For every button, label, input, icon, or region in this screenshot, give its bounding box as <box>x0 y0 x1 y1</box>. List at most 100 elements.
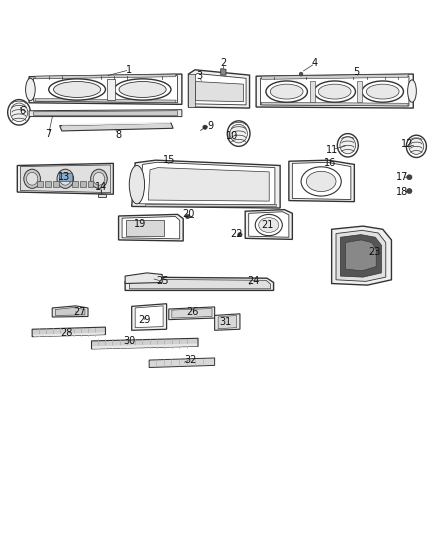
Polygon shape <box>92 338 198 349</box>
Polygon shape <box>261 74 409 79</box>
Text: 18: 18 <box>396 187 409 197</box>
Ellipse shape <box>185 214 190 219</box>
Polygon shape <box>35 74 176 79</box>
Ellipse shape <box>340 137 356 154</box>
Text: 21: 21 <box>261 220 273 230</box>
Bar <box>72 181 78 187</box>
Text: 3: 3 <box>196 71 202 81</box>
Polygon shape <box>261 102 409 106</box>
Ellipse shape <box>238 232 242 237</box>
Polygon shape <box>188 70 250 108</box>
Bar <box>53 181 59 187</box>
Polygon shape <box>346 240 376 271</box>
Polygon shape <box>215 314 240 330</box>
Ellipse shape <box>255 214 283 236</box>
Ellipse shape <box>57 169 74 188</box>
Text: 22: 22 <box>230 229 243 239</box>
Polygon shape <box>192 74 246 105</box>
Text: 32: 32 <box>184 354 197 365</box>
Text: 23: 23 <box>368 247 380 256</box>
Text: 8: 8 <box>116 130 122 140</box>
Ellipse shape <box>301 167 341 196</box>
Text: 24: 24 <box>248 277 260 286</box>
Polygon shape <box>132 304 166 330</box>
Polygon shape <box>33 333 105 337</box>
Text: 26: 26 <box>187 306 199 317</box>
Polygon shape <box>169 307 215 320</box>
Polygon shape <box>52 306 88 317</box>
Polygon shape <box>245 209 292 239</box>
Text: 29: 29 <box>138 314 151 325</box>
Text: 13: 13 <box>58 172 70 182</box>
Text: 7: 7 <box>46 128 52 139</box>
Text: 10: 10 <box>226 131 238 141</box>
Text: 2: 2 <box>220 59 226 68</box>
Text: 25: 25 <box>156 277 169 286</box>
Bar <box>310 82 315 102</box>
Polygon shape <box>35 99 176 103</box>
Text: 14: 14 <box>95 182 107 192</box>
Text: 30: 30 <box>124 336 136 346</box>
Polygon shape <box>340 235 381 277</box>
Bar <box>80 181 85 187</box>
Polygon shape <box>125 277 274 290</box>
Polygon shape <box>60 123 173 131</box>
Polygon shape <box>125 273 162 284</box>
Text: 11: 11 <box>326 144 339 155</box>
Text: 5: 5 <box>353 68 360 77</box>
Ellipse shape <box>114 79 171 100</box>
Polygon shape <box>149 358 215 368</box>
Text: 20: 20 <box>182 209 194 220</box>
Polygon shape <box>33 111 177 116</box>
Polygon shape <box>32 327 106 337</box>
Polygon shape <box>148 167 269 201</box>
Ellipse shape <box>129 165 145 204</box>
Polygon shape <box>256 74 413 108</box>
Ellipse shape <box>270 84 303 99</box>
Text: 27: 27 <box>73 306 85 317</box>
Ellipse shape <box>314 81 356 102</box>
Polygon shape <box>332 226 392 285</box>
Polygon shape <box>55 308 85 316</box>
Ellipse shape <box>8 100 30 125</box>
Polygon shape <box>221 69 226 75</box>
Ellipse shape <box>407 175 412 180</box>
Ellipse shape <box>53 82 101 98</box>
Polygon shape <box>292 163 351 199</box>
Polygon shape <box>17 164 113 194</box>
Text: 1: 1 <box>127 65 133 75</box>
Text: 15: 15 <box>162 155 175 165</box>
Text: 9: 9 <box>207 120 213 131</box>
Polygon shape <box>336 230 386 281</box>
Polygon shape <box>172 309 212 318</box>
Bar <box>45 181 51 187</box>
Ellipse shape <box>230 124 247 143</box>
Text: 28: 28 <box>60 328 72 338</box>
Text: 6: 6 <box>19 106 25 116</box>
Polygon shape <box>29 110 182 117</box>
Polygon shape <box>249 212 289 237</box>
Ellipse shape <box>26 172 38 185</box>
Polygon shape <box>135 306 163 328</box>
Ellipse shape <box>407 189 412 193</box>
Polygon shape <box>33 76 177 103</box>
Text: 17: 17 <box>396 172 409 182</box>
Bar <box>107 79 115 100</box>
Polygon shape <box>20 165 111 192</box>
Polygon shape <box>119 214 183 241</box>
Text: 12: 12 <box>401 139 413 149</box>
Polygon shape <box>261 76 409 106</box>
Ellipse shape <box>11 103 28 122</box>
Ellipse shape <box>366 84 399 99</box>
Text: 4: 4 <box>312 59 318 68</box>
Polygon shape <box>98 194 106 197</box>
Polygon shape <box>145 204 276 206</box>
Polygon shape <box>188 74 195 107</box>
Ellipse shape <box>409 139 424 155</box>
Polygon shape <box>218 316 237 329</box>
Ellipse shape <box>93 172 105 185</box>
Polygon shape <box>62 122 170 126</box>
Ellipse shape <box>362 81 403 102</box>
Polygon shape <box>289 160 354 201</box>
Ellipse shape <box>266 81 307 102</box>
